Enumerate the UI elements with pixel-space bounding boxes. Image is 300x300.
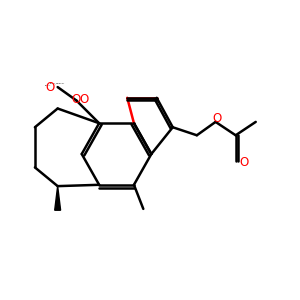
Text: O: O (46, 81, 55, 94)
Text: O: O (239, 155, 248, 169)
Polygon shape (55, 186, 61, 210)
Text: methoxy: methoxy (45, 85, 51, 86)
Text: methoxy_placeholder: methoxy_placeholder (50, 82, 65, 84)
Text: O: O (72, 93, 81, 106)
Text: O: O (213, 112, 222, 125)
Text: O: O (79, 93, 88, 106)
